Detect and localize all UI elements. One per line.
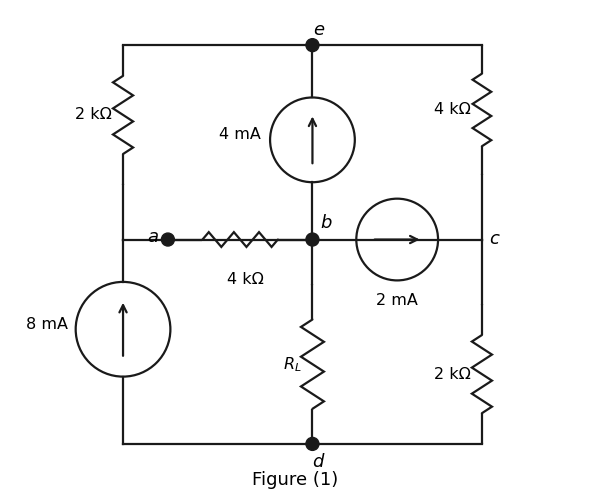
Circle shape (306, 233, 319, 246)
Text: 4 kΩ: 4 kΩ (227, 272, 264, 287)
Text: $e$: $e$ (313, 21, 325, 39)
Text: 4 kΩ: 4 kΩ (434, 102, 471, 117)
Text: $R_L$: $R_L$ (283, 355, 301, 373)
Text: Figure (1): Figure (1) (252, 471, 338, 489)
Text: $c$: $c$ (489, 229, 501, 247)
Text: $b$: $b$ (320, 214, 333, 232)
Circle shape (162, 233, 175, 246)
Text: $a$: $a$ (147, 228, 159, 246)
Circle shape (306, 437, 319, 451)
Circle shape (306, 39, 319, 51)
Text: 2 mA: 2 mA (376, 293, 418, 308)
Text: $d$: $d$ (312, 453, 326, 471)
Text: 4 mA: 4 mA (219, 128, 261, 142)
Text: 2 kΩ: 2 kΩ (434, 366, 471, 382)
Text: 8 mA: 8 mA (26, 317, 68, 332)
Text: 2 kΩ: 2 kΩ (75, 107, 112, 122)
